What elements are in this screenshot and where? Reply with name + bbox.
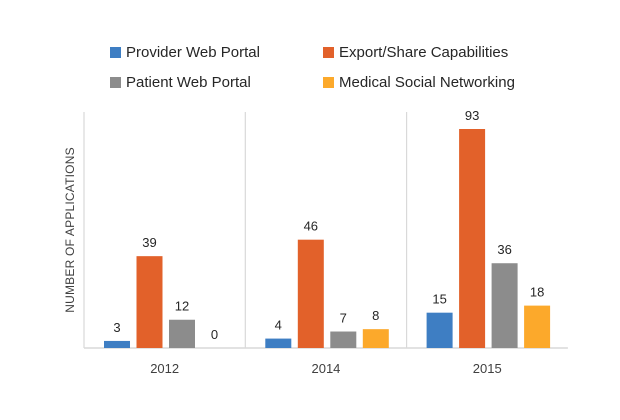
data-label: 12 bbox=[175, 299, 189, 314]
legend-item: Provider Web Portal bbox=[110, 44, 260, 61]
data-label: 15 bbox=[432, 292, 446, 307]
bar-2012-provider-web-portal bbox=[104, 340, 130, 348]
data-label: 0 bbox=[211, 327, 218, 342]
bar-2014-export-share-capabilities bbox=[297, 239, 324, 348]
bar-2012-export-share-capabilities bbox=[136, 256, 163, 348]
legend-item: Medical Social Networking bbox=[323, 74, 515, 91]
bar-2015-medical-social-networking bbox=[524, 305, 551, 348]
data-label: 7 bbox=[340, 311, 347, 326]
legend-item: Patient Web Portal bbox=[110, 74, 251, 91]
bar-2014-patient-web-portal bbox=[330, 331, 357, 348]
y-axis-label: NUMBER OF APPLICATIONS bbox=[63, 147, 77, 313]
x-tick-label: 2012 bbox=[150, 361, 179, 376]
data-labels: 3 39 12 0 4 46 7 8 15 93 36 18 bbox=[113, 108, 544, 342]
legend-label: Provider Web Portal bbox=[126, 44, 260, 61]
legend-label: Patient Web Portal bbox=[126, 74, 251, 91]
legend-swatch bbox=[110, 77, 121, 88]
bars bbox=[104, 129, 551, 348]
bar-2015-provider-web-portal bbox=[426, 312, 453, 348]
legend-swatch bbox=[323, 77, 334, 88]
bar-2012-patient-web-portal bbox=[169, 319, 195, 348]
data-label: 8 bbox=[372, 308, 379, 323]
data-label: 4 bbox=[275, 318, 282, 333]
data-label: 39 bbox=[142, 235, 156, 250]
legend-label: Medical Social Networking bbox=[339, 74, 515, 91]
legend: Provider Web Portal Export/Share Capabili… bbox=[110, 44, 515, 91]
legend-label: Export/Share Capabilities bbox=[339, 44, 508, 61]
data-label: 36 bbox=[497, 242, 511, 257]
data-label: 3 bbox=[113, 320, 120, 335]
axes bbox=[83, 112, 568, 349]
data-label: 18 bbox=[530, 285, 544, 300]
legend-item: Export/Share Capabilities bbox=[323, 44, 508, 61]
bar-2014-medical-social-networking bbox=[362, 329, 389, 348]
data-label: 93 bbox=[465, 108, 479, 123]
x-tick-label: 2014 bbox=[311, 361, 340, 376]
legend-swatch bbox=[110, 47, 121, 58]
category-labels: 2012 2014 2015 bbox=[150, 361, 502, 376]
bar-2015-patient-web-portal bbox=[491, 263, 518, 348]
bar-2015-export-share-capabilities bbox=[459, 129, 486, 348]
bar-2014-provider-web-portal bbox=[265, 338, 292, 348]
data-label: 46 bbox=[304, 219, 318, 234]
x-tick-label: 2015 bbox=[473, 361, 502, 376]
legend-swatch bbox=[323, 47, 334, 58]
